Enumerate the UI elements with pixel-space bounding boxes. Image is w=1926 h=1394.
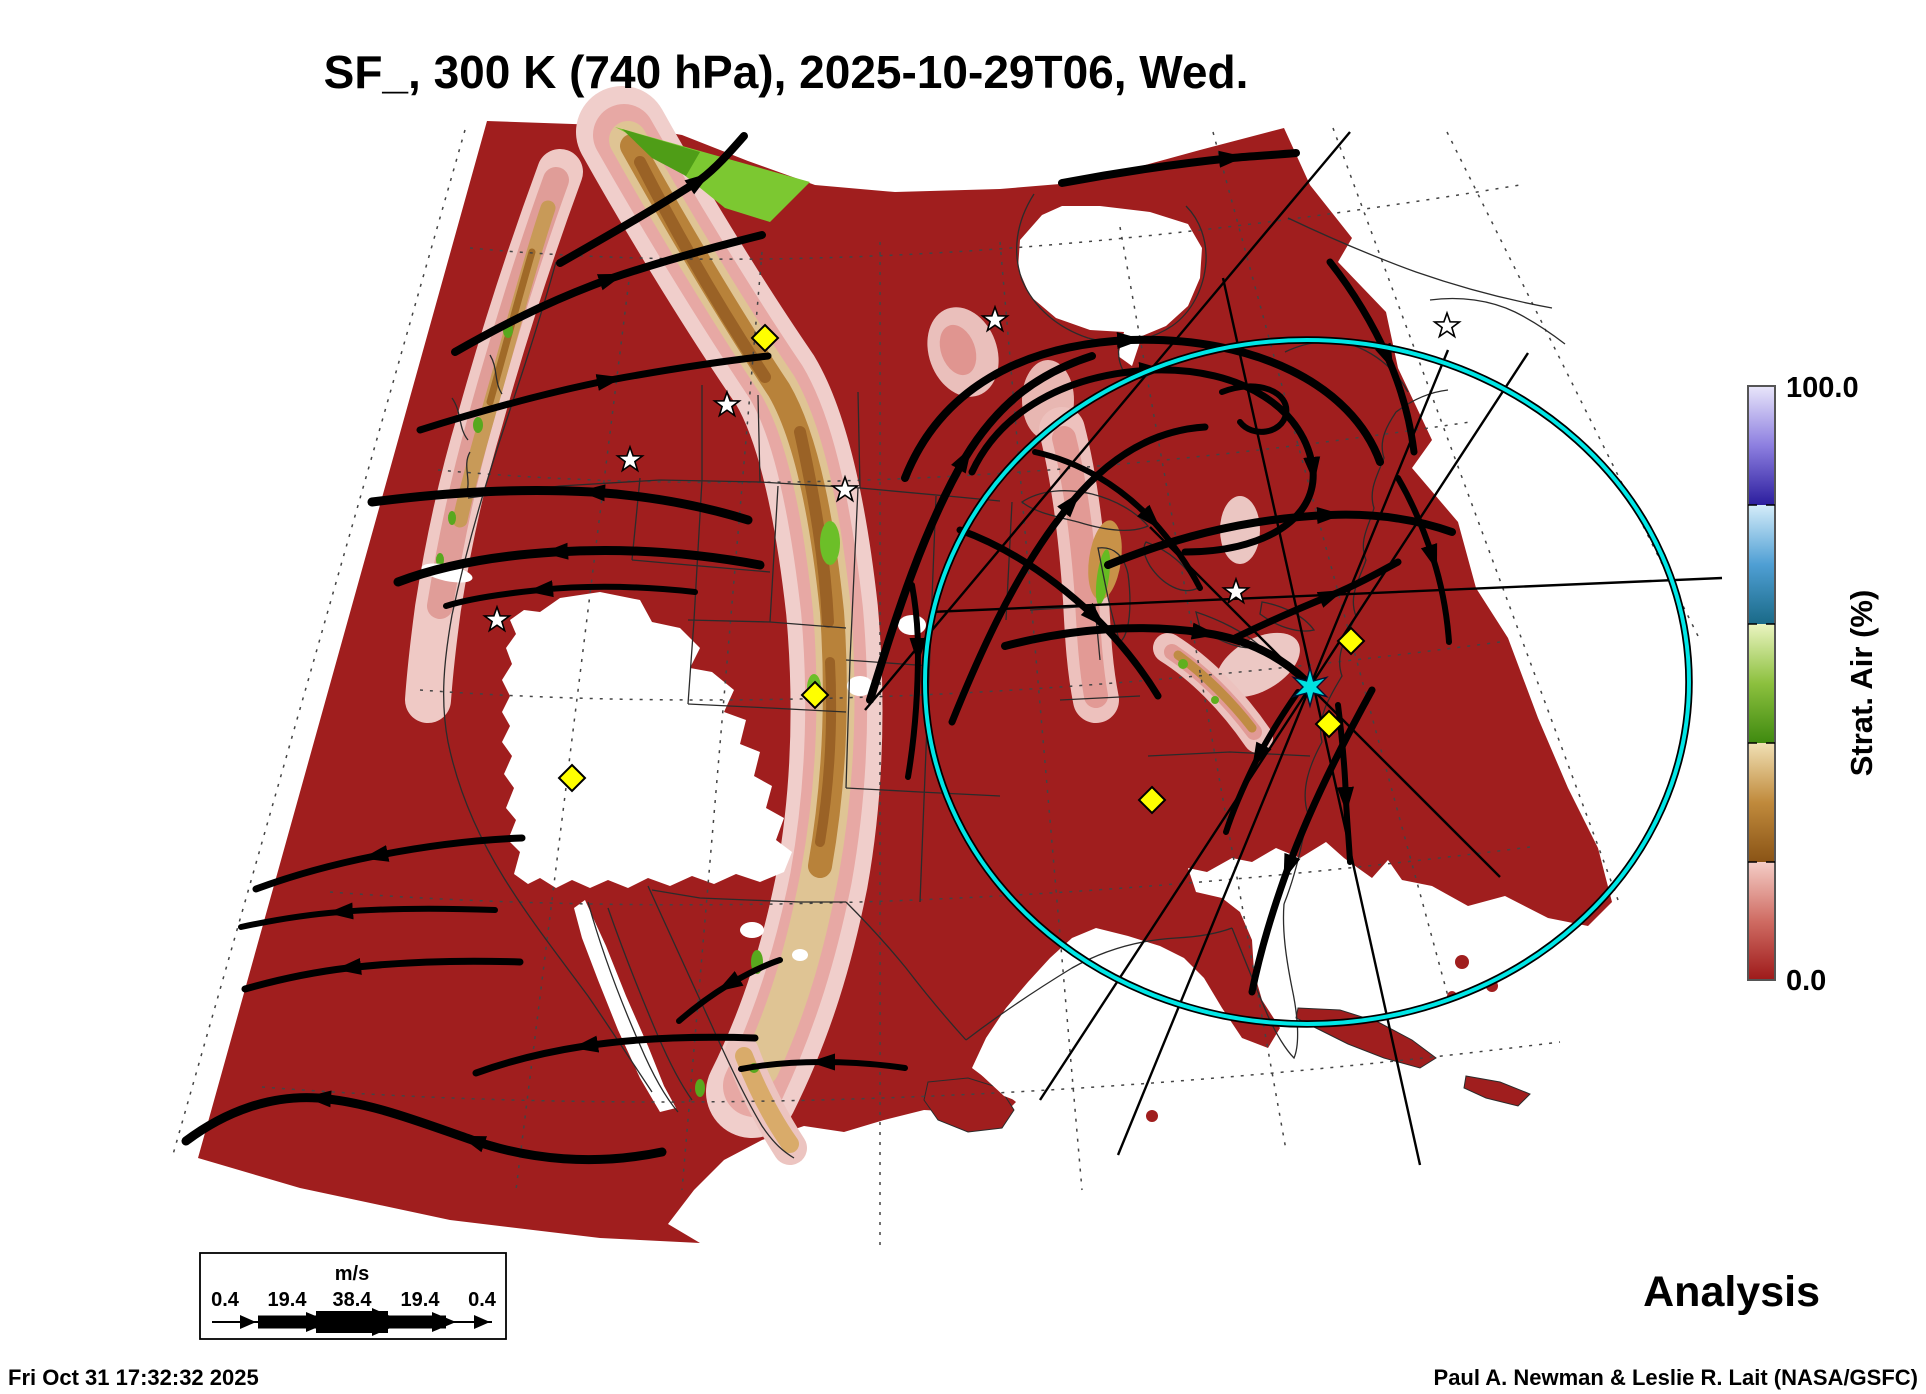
site-diamond-marker <box>1336 626 1366 656</box>
map-markers <box>482 304 1462 815</box>
wind-legend-value: 19.4 <box>401 1289 441 1311</box>
city-star-marker <box>615 444 645 473</box>
site-diamond-marker <box>1137 785 1167 815</box>
wind-legend-value: 0.4 <box>211 1289 240 1311</box>
range-circle-ring <box>923 338 1691 1026</box>
site-diamond-marker <box>750 323 780 353</box>
colorbar-min-label: 0.0 <box>1786 965 1826 997</box>
colorbar-ticks <box>1748 504 1775 863</box>
wind-speed-legend: m/s 0.4 19.4 38.4 19.4 0.4 <box>199 1252 507 1340</box>
site-diamond-marker <box>1314 709 1344 739</box>
city-star-marker <box>830 474 860 503</box>
analysis-label: Analysis <box>1643 1268 1820 1316</box>
colorbar: 100.0 0.0 Strat. Air (%) <box>1747 372 1879 997</box>
colorbar-title: Strat. Air (%) <box>1844 590 1879 777</box>
wind-legend-arrow-scale <box>212 1308 492 1336</box>
wind-legend-units: m/s <box>335 1263 369 1285</box>
city-star-marker <box>482 604 512 633</box>
city-star-marker <box>1221 576 1251 605</box>
wind-legend-value: 0.4 <box>468 1289 497 1311</box>
site-line <box>1038 352 1530 1101</box>
site-diamond-marker <box>800 680 830 710</box>
footer-credit: Paul A. Newman & Leslie R. Lait (NASA/GS… <box>1434 1365 1918 1390</box>
site-line <box>864 131 1351 711</box>
wind-streamlines <box>181 132 1456 1165</box>
graticule <box>171 127 1701 1252</box>
site-diamond-marker <box>557 763 587 793</box>
city-star-marker <box>1432 310 1462 339</box>
city-star-marker <box>712 389 742 418</box>
wind-legend-value: 38.4 <box>333 1289 373 1311</box>
site-line <box>1116 349 1450 1156</box>
footer-timestamp: Fri Oct 31 17:32:32 2025 <box>8 1365 259 1390</box>
page-title: SF_, 300 K (740 hPa), 2025-10-29T06, Wed… <box>324 46 1249 98</box>
city-star-marker <box>980 304 1010 333</box>
site-line <box>1149 526 1501 878</box>
site-star-marker <box>1291 665 1329 709</box>
colorbar-max-label: 100.0 <box>1786 372 1859 404</box>
wind-legend-value: 19.4 <box>268 1289 308 1311</box>
no-data-regions <box>421 206 1250 1112</box>
range-circle <box>921 336 1693 1028</box>
site-line <box>929 576 1723 614</box>
